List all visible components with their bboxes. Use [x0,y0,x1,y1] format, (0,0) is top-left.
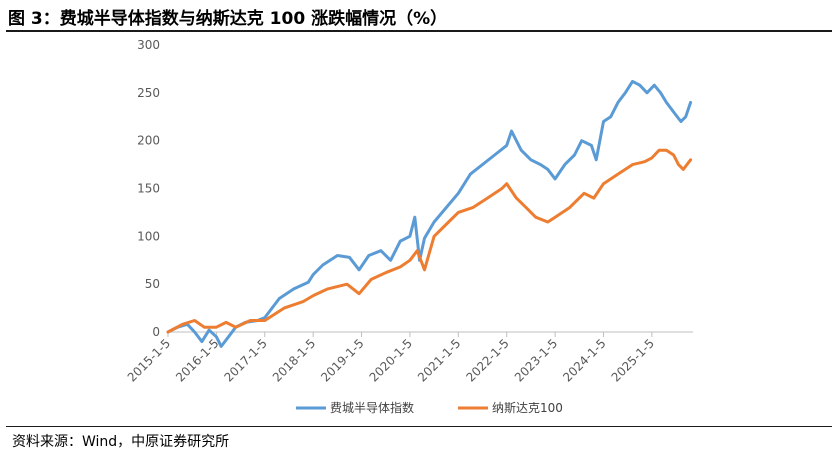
legend-label-1: 费城半导体指数 [330,400,414,415]
x-tick-label: 2025-1-5 [609,336,657,384]
y-tick-label: 150 [137,182,160,196]
x-tick-label: 2023-1-5 [512,336,560,384]
legend-label-2: 纳斯达克100 [492,401,563,415]
x-tick-label: 2024-1-5 [560,336,608,384]
series-line-2 [166,148,693,334]
x-tick-label: 2022-1-5 [463,336,511,384]
x-tick-label: 2016-1-5 [173,336,221,384]
y-axis-ticks: 0 50 100 150 200 250 300 [137,38,160,339]
y-tick-label: 0 [152,325,160,339]
page-title: 图 3：费城半导体指数与纳斯达克 100 涨跌幅情况（%） [8,9,448,29]
source-note: 资料来源：Wind，中原证券研究所 [12,434,230,450]
x-tick-label: 2015-1-5 [125,336,173,384]
x-tick-label: 2020-1-5 [367,336,415,384]
x-tick-label: 2019-1-5 [318,336,366,384]
y-tick-label: 300 [137,38,160,52]
x-tick-label: 2021-1-5 [415,336,463,384]
chart-legend: 费城半导体指数 纳斯达克100 [296,400,563,415]
x-tick-label: 2017-1-5 [221,336,269,384]
y-tick-label: 250 [137,86,160,100]
title-divider [6,30,832,32]
chart-series [166,79,693,348]
series-line-1 [166,79,693,348]
y-tick-label: 200 [137,134,160,148]
y-tick-label: 100 [137,229,160,243]
y-tick-label: 50 [145,277,160,291]
footer-divider [6,426,832,427]
x-tick-label: 2018-1-5 [270,336,318,384]
